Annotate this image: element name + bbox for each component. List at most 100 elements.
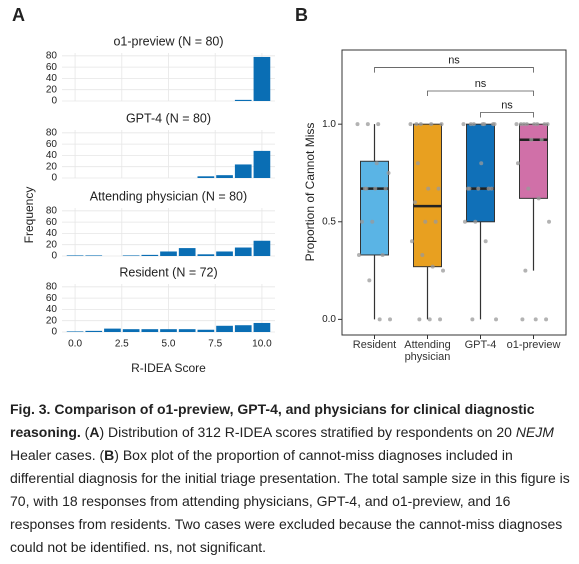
bar [253,240,271,256]
point [514,122,519,127]
y-tick-label: 1.0 [322,119,336,130]
bar [160,251,177,256]
bar [216,325,233,332]
point [426,186,431,191]
bar [234,325,252,332]
point [473,219,478,224]
significance-label: ns [448,54,460,66]
y-tick-label: 0 [51,327,57,338]
point [468,122,473,127]
y-tick-label: 0 [51,251,57,262]
point [408,122,413,127]
box [360,160,389,256]
point [524,122,529,127]
point [461,122,466,127]
x-tick-label: Resident [352,339,397,351]
point [386,170,391,175]
point [529,137,534,142]
y-tick-label: 0 [51,173,57,184]
point [415,161,420,166]
point [417,317,422,322]
point [364,186,369,191]
x-tick-label: 10.0 [252,339,272,350]
significance-bracket [480,112,534,118]
point [436,186,441,191]
point [491,122,496,127]
y-tick-label: 20 [46,315,58,326]
point [373,186,378,191]
significance-label: ns [501,99,513,111]
point [515,161,520,166]
bar [178,248,196,256]
point [523,268,528,273]
point [545,122,550,127]
point [359,219,364,224]
y-tick-label: 80 [46,281,58,292]
x-tick-label: 7.5 [208,339,222,350]
x-tick-label: GPT-4 [464,339,497,351]
bar [141,254,159,256]
point [441,268,446,273]
y-tick-label: 0.5 [322,216,336,227]
significance-bracket [374,67,534,73]
y-tick-label: 40 [46,304,58,315]
caption-text: ) Distribution of 312 R-IDEA scores stra… [99,424,516,440]
y-tick-label: 0 [51,96,57,107]
bar [66,331,84,332]
bar [197,329,215,332]
point [365,122,370,127]
bar [122,329,140,332]
y-tick-label: 60 [46,217,58,228]
y-axis-label: Proportion of Cannot Miss [303,123,317,262]
y-tick-label: 60 [46,293,58,304]
point [476,186,481,191]
point [377,317,382,322]
y-tick-label: 20 [46,239,58,250]
point [547,219,552,224]
y-tick-label: 60 [46,139,58,150]
point [367,278,372,283]
bar [122,255,140,256]
facet-title: Resident (N = 72) [119,265,217,279]
point [418,122,423,127]
point [388,317,393,322]
point [470,317,475,322]
y-tick-label: 40 [46,150,58,161]
y-axis-label: Frequency [22,187,36,244]
significance-bracket [427,90,534,96]
plot-frame [341,49,567,336]
bar [104,328,121,332]
point [489,186,494,191]
x-axis-label: R-IDEA Score [131,361,206,375]
bar [85,330,103,332]
bar [216,175,233,178]
point [374,161,379,166]
point [494,317,499,322]
bar [253,322,271,332]
point [409,239,414,244]
caption-text: ) Box plot of the proportion of cannot-m… [10,447,570,555]
point [430,264,435,269]
point [429,122,434,127]
x-tick-label: 0.0 [68,339,82,350]
point [380,252,385,257]
bar [197,176,215,178]
point [518,122,523,127]
y-tick-label: 80 [46,50,58,61]
point [520,317,525,322]
point [486,186,491,191]
caption-text: A [89,424,100,440]
facet-title: o1-preview (N = 80) [113,34,223,48]
point [544,317,549,322]
bar [66,255,84,256]
facet-title: Attending physician (N = 80) [90,189,247,203]
y-tick-label: 80 [46,127,58,138]
point [483,239,488,244]
point [533,317,538,322]
point [438,317,443,322]
significance-label: ns [475,78,487,90]
x-tick-label: 2.5 [115,339,129,350]
bar [178,329,196,332]
point [479,161,484,166]
